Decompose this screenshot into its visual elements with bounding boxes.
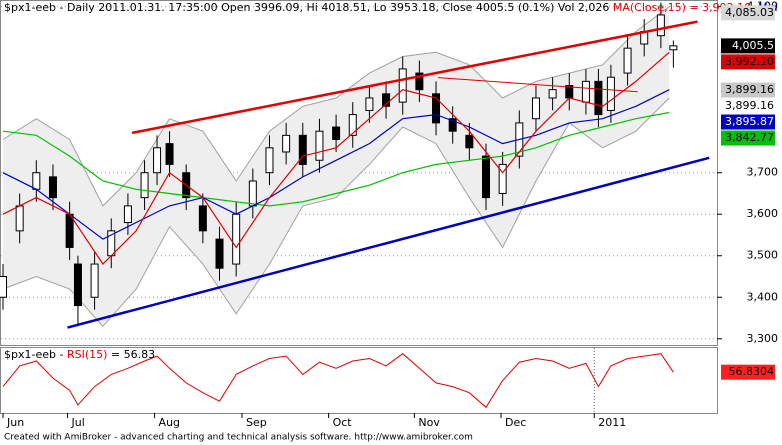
band-upper [2,6,670,207]
value-box-label: 4,085.03 [725,6,774,19]
trendline [438,77,638,93]
rsi-panel [0,347,718,414]
x-tick-label: 2011 [598,416,626,429]
candle-body [153,147,162,174]
value-box-label: 3,895.87 [725,115,774,128]
x-tick-label: Sep [246,416,267,429]
y-tick-label: 3,700 [747,166,779,179]
candle-body [594,80,603,116]
candle-body [398,68,407,103]
value-box [721,82,775,98]
candle-body [498,163,507,194]
candle-body [48,176,57,199]
candle-body [365,97,374,111]
value-box-label: 3,842.77 [725,131,774,144]
value-box [721,364,775,380]
y-tick-label: 3,300 [747,332,779,345]
candle-body [140,172,149,199]
title-part: RSI(15) [67,348,107,361]
candle-body [232,213,241,265]
value-box [721,130,775,146]
title-part: = 56.83 [107,348,155,361]
candle-body [315,130,324,161]
candle-body [669,45,678,51]
candle-body [65,213,74,248]
value-box [721,5,775,21]
rsi-line [2,353,674,409]
candle-body [348,114,357,136]
value-box-label: 3,899.16 [725,83,774,96]
candle-body [123,205,132,224]
value-box-label: 3,899.16 [725,99,774,112]
candle-body [90,263,99,298]
candle-body [198,205,207,232]
x-tick-label: Jul [71,416,85,429]
value-box-label: 4,005.5 [732,39,774,52]
trendline [131,20,698,135]
title-part: $px1-eeb - Daily 2011.01.31. 17:35:00 Op… [4,1,613,14]
candle-body [0,275,7,298]
candle-body [531,97,540,120]
value-box [721,98,775,114]
candle-body [432,93,441,124]
value-box [721,38,775,54]
candle-body [265,147,274,174]
candle-body [15,205,24,232]
candle-body [623,47,632,74]
candle-body [382,93,391,107]
candle-body [73,263,82,307]
trendline [67,156,710,329]
candle-body [606,76,615,111]
ma-line [2,89,670,240]
title-part: $px1-eeb - [4,348,67,361]
ma-line [2,111,670,207]
candle-body [481,155,490,199]
candle-body [298,134,307,165]
ma-line [2,51,670,265]
x-tick-label: Jun [6,416,24,429]
x-tick-label: Aug [159,416,180,429]
band-lower [2,97,670,328]
value-box-label: 56.8304 [729,365,775,378]
candle-body [448,118,457,132]
value-box [721,54,775,70]
y-tick-label: 3,600 [747,207,779,220]
candle-body [248,180,257,207]
value-box [721,114,775,130]
candle-body [548,89,557,99]
candle-body [165,143,174,165]
y-tick-label: 3,400 [747,290,779,303]
candle-body [282,134,291,153]
price-title: $px1-eeb - Daily 2011.01.31. 17:35:00 Op… [4,1,782,14]
candle-body [215,238,224,269]
value-box-label: 3,992.10 [725,55,774,68]
rsi-title: $px1-eeb - RSI(15) = 56.83 [4,348,155,361]
candle-body [581,80,590,103]
candle-body [32,172,41,190]
candle-body [332,126,341,140]
y-tick-label: 3,500 [747,249,779,262]
candle-body [415,72,424,91]
candle-body [465,134,474,149]
x-tick-label: Oct [333,416,353,429]
x-tick-label: Dec [505,416,526,429]
footer: Created with AmiBroker - advanced charti… [4,433,473,443]
x-tick-label: Nov [418,416,440,429]
candle-body [656,14,665,37]
